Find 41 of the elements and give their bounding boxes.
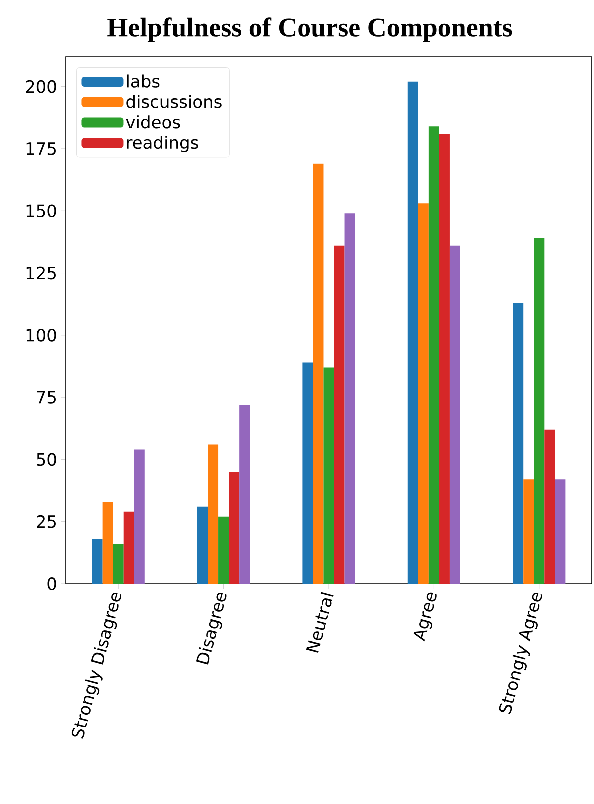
y-tick-label: 25 xyxy=(37,515,56,528)
bar xyxy=(324,368,334,584)
legend-label: labs xyxy=(127,74,160,88)
chart-title: Helpfulness of Course Components xyxy=(108,18,512,42)
bar xyxy=(208,444,219,584)
bar xyxy=(450,246,460,584)
bar xyxy=(439,134,450,584)
bar xyxy=(418,204,429,584)
bar xyxy=(92,539,103,584)
bar xyxy=(313,164,324,584)
bar xyxy=(555,480,566,584)
y-tick-label: 75 xyxy=(37,391,56,404)
bar xyxy=(302,362,314,584)
bar xyxy=(124,512,134,584)
bar xyxy=(344,214,356,584)
bar xyxy=(334,246,345,584)
y-tick-label: 150 xyxy=(26,204,56,218)
legend-label: videos xyxy=(126,116,180,129)
bar xyxy=(197,506,208,584)
bar xyxy=(408,82,418,584)
y-tick-label: 0 xyxy=(48,578,56,590)
y-tick-label: 200 xyxy=(26,80,56,94)
bar xyxy=(544,430,556,584)
bar xyxy=(428,126,440,584)
y-tick-label: 50 xyxy=(37,453,56,466)
x-tick-label: Neutral xyxy=(306,592,334,654)
bar xyxy=(524,480,534,584)
y-tick-label: 125 xyxy=(26,266,56,280)
x-tick-label: Agree xyxy=(414,592,437,642)
bar xyxy=(113,544,124,584)
y-tick-label: 175 xyxy=(26,142,56,156)
legend-label: readings xyxy=(127,136,198,152)
y-tick-label: 100 xyxy=(26,328,56,342)
legend-label: discussions xyxy=(126,95,222,108)
bar xyxy=(218,516,230,584)
bar xyxy=(229,472,240,584)
bar xyxy=(534,238,545,584)
bar xyxy=(102,502,114,584)
bar xyxy=(240,405,250,584)
bar xyxy=(513,303,524,584)
bar xyxy=(134,450,145,584)
